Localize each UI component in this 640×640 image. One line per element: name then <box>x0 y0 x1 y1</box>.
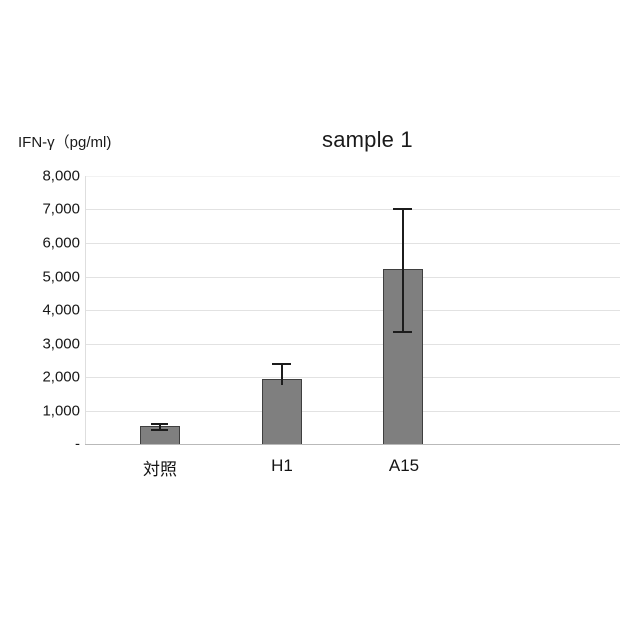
errorbar-line-control <box>159 423 161 429</box>
y-tick-label-7000: 7,000 <box>42 200 80 218</box>
y-tick-label-2000: 2,000 <box>42 368 80 386</box>
gridline-7000 <box>85 209 620 210</box>
y-axis-tick-labels: 8,000 7,000 6,000 5,000 4,000 3,000 2,00… <box>4 0 80 640</box>
y-tick-label-4000: 4,000 <box>42 301 80 319</box>
errorbar-cap-lower-control <box>151 429 168 431</box>
errorbar-cap-lower-a15 <box>393 331 412 333</box>
y-axis-title: IFN-γ（pg/ml) <box>18 134 112 151</box>
x-axis-line <box>85 444 620 445</box>
y-tick-label-0: - <box>75 435 80 453</box>
y-tick-label-8000: 8,000 <box>42 167 80 185</box>
y-tick-label-1000: 1,000 <box>42 402 80 420</box>
gridline-4000 <box>85 310 620 311</box>
y-axis-line <box>85 176 86 445</box>
x-tick-label-control: 対照 <box>143 460 177 479</box>
chart-title: sample 1 <box>322 127 413 152</box>
gridline-5000 <box>85 277 620 278</box>
errorbar-line-h1 <box>281 363 283 385</box>
errorbar-cap-upper-a15 <box>393 208 412 210</box>
x-tick-label-a15: A15 <box>388 456 420 475</box>
y-tick-label-3000: 3,000 <box>42 335 80 353</box>
gridline-1000 <box>85 411 620 412</box>
gridline-6000 <box>85 243 620 244</box>
bar-h1[interactable] <box>262 379 302 445</box>
errorbar-cap-upper-control <box>151 423 168 425</box>
x-tick-label-h1: H1 <box>271 456 293 475</box>
y-tick-label-6000: 6,000 <box>42 234 80 252</box>
gridline-3000 <box>85 344 620 345</box>
errorbar-cap-upper-h1 <box>272 363 291 365</box>
gridline-2000 <box>85 377 620 378</box>
gridline-8000 <box>85 176 620 177</box>
y-tick-label-5000: 5,000 <box>42 268 80 286</box>
errorbar-line-a15 <box>402 208 404 332</box>
plot-area <box>85 176 620 445</box>
